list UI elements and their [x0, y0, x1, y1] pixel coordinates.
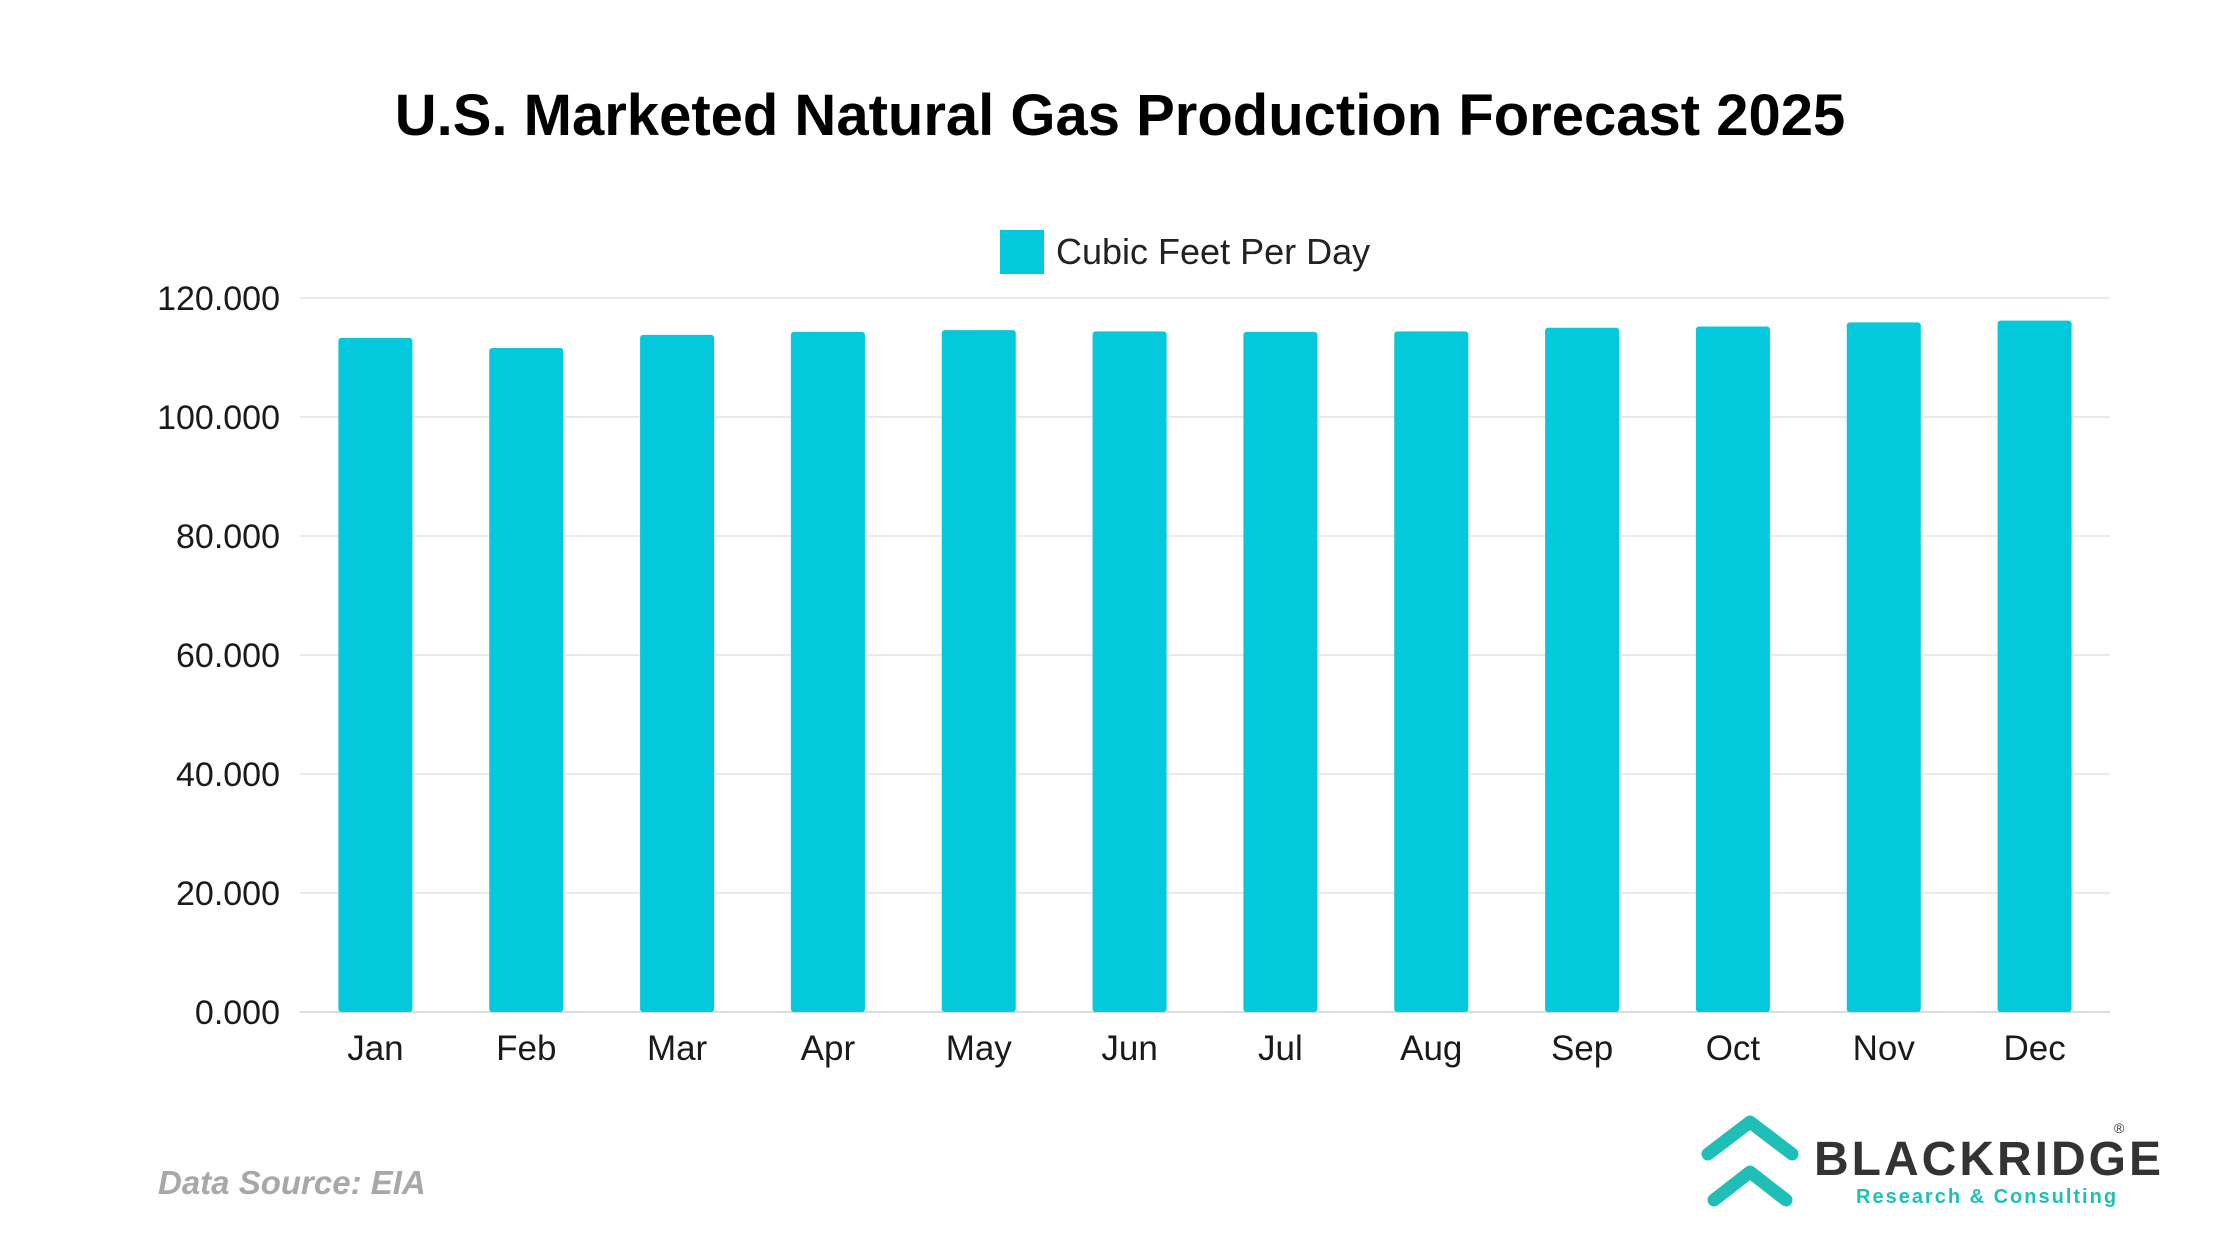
logo-tagline: Research & Consulting	[1856, 1186, 2119, 1208]
x-tick-label: Sep	[1551, 1029, 1613, 1068]
legend-label: Cubic Feet Per Day	[1056, 231, 1371, 272]
y-tick-label: 80.000	[176, 518, 280, 556]
y-tick-label: 20.000	[176, 875, 280, 913]
bar	[1695, 326, 1770, 1012]
x-tick-label: Oct	[1706, 1029, 1761, 1068]
y-tick-label: 40.000	[176, 756, 280, 794]
x-tick-label: Mar	[647, 1029, 708, 1068]
bar-chart: 0.000 20.000 40.000 60.000 80.000 100.000 120.…	[157, 280, 2110, 1068]
y-tick-label: 0.000	[195, 994, 280, 1032]
bar	[640, 334, 715, 1012]
legend: Cubic Feet Per Day	[1000, 230, 1420, 274]
x-tick-label: Aug	[1400, 1029, 1462, 1068]
logo-name: BLACKRIDGE	[1814, 1133, 2164, 1186]
bar	[1846, 322, 1921, 1012]
bar	[1243, 331, 1318, 1012]
data-source-note: Data Source: EIA	[158, 1164, 426, 1201]
y-tick-label: 120.000	[157, 280, 280, 318]
x-tick-label: Jan	[347, 1029, 403, 1068]
x-tick-label: Nov	[1853, 1029, 1916, 1068]
logo-registered-mark: ®	[2114, 1120, 2125, 1136]
y-tick-label: 100.000	[157, 399, 280, 437]
x-tick-label: Dec	[2003, 1029, 2065, 1068]
x-tick-label: Feb	[496, 1029, 556, 1068]
x-tick-label: Jul	[1258, 1029, 1303, 1068]
blackridge-logo: BLACKRIDGE ® Research & Consulting	[1700, 1112, 2161, 1212]
legend-swatch	[1000, 230, 1044, 274]
chevron-up-icon	[1701, 1115, 1799, 1207]
y-tick-label: 60.000	[176, 637, 280, 675]
x-tick-label: Apr	[801, 1029, 856, 1068]
bar	[489, 347, 564, 1013]
x-tick-label: Jun	[1101, 1029, 1157, 1068]
x-tick-label: May	[946, 1029, 1013, 1068]
bar	[1997, 320, 2072, 1012]
bar	[1394, 331, 1469, 1012]
bar	[790, 331, 865, 1012]
chart-title: U.S. Marketed Natural Gas Production For…	[394, 83, 1846, 148]
bar	[338, 337, 413, 1012]
bar	[1092, 331, 1167, 1012]
bar	[1545, 327, 1620, 1012]
bar	[941, 330, 1016, 1012]
